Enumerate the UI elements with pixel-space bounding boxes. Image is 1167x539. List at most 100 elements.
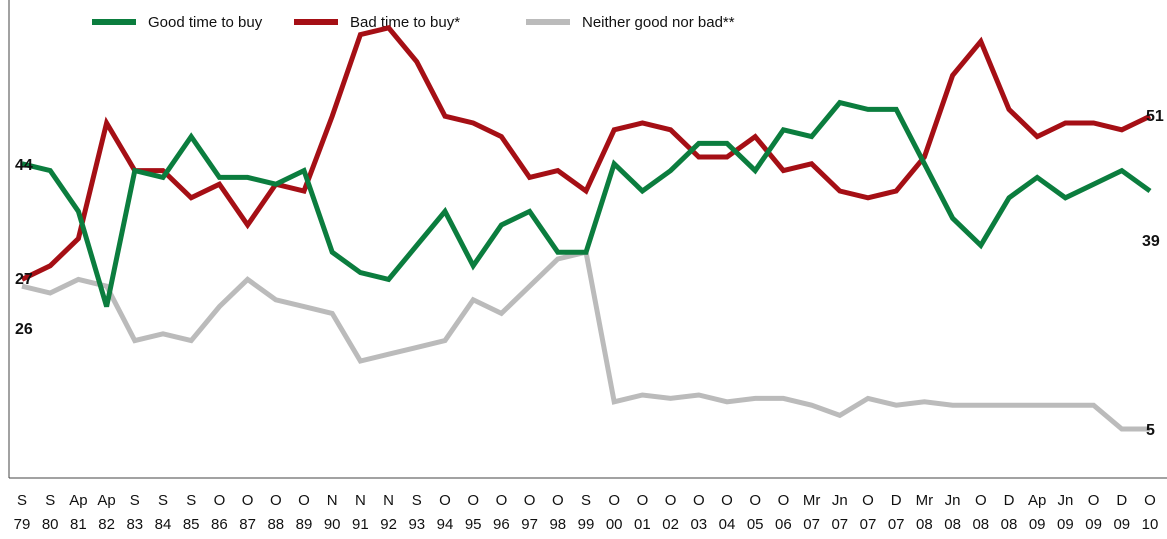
label-bad-end: 51 bbox=[1146, 108, 1164, 125]
x-tick-label-year: 02 bbox=[662, 516, 679, 533]
series-line-2 bbox=[21, 249, 1150, 432]
x-tick-label-year: 06 bbox=[775, 516, 792, 533]
x-tick-label-year: 97 bbox=[521, 516, 538, 533]
x-tick-label-month: O bbox=[862, 492, 874, 509]
x-tick-label-month: O bbox=[467, 492, 479, 509]
x-tick-label-month: S bbox=[45, 492, 55, 509]
series-line-1 bbox=[20, 25, 1152, 282]
x-tick-label-year: 07 bbox=[803, 516, 820, 533]
x-tick-label-year: 09 bbox=[1029, 516, 1046, 533]
x-tick-label-year: 99 bbox=[578, 516, 595, 533]
x-tick-label-month: D bbox=[1116, 492, 1127, 509]
x-tick-label-month: O bbox=[778, 492, 790, 509]
label-good-start: 44 bbox=[15, 157, 33, 174]
x-tick-label-month: N bbox=[383, 492, 394, 509]
x-tick-label-year: 07 bbox=[831, 516, 848, 533]
x-tick-label-month: O bbox=[242, 492, 254, 509]
x-tick-label-month: Mr bbox=[803, 492, 821, 509]
x-tick-label-year: 08 bbox=[1001, 516, 1018, 533]
x-tick-label-month: O bbox=[270, 492, 282, 509]
x-tick-label-year: 08 bbox=[944, 516, 961, 533]
x-tick-label-year: 80 bbox=[42, 516, 59, 533]
x-tick-label-month: S bbox=[17, 492, 27, 509]
legend-swatch-good bbox=[92, 19, 136, 25]
x-tick-label-month: O bbox=[665, 492, 677, 509]
x-tick-label-year: 00 bbox=[606, 516, 623, 533]
x-tick-label-year: 09 bbox=[1085, 516, 1102, 533]
x-tick-label-month: Jn bbox=[945, 492, 961, 509]
x-tick-label-year: 86 bbox=[211, 516, 228, 533]
x-tick-label-month: Jn bbox=[832, 492, 848, 509]
x-tick-label-month: Ap bbox=[1028, 492, 1046, 509]
legend-label-good: Good time to buy bbox=[148, 13, 263, 31]
x-tick-label-month: N bbox=[355, 492, 366, 509]
x-tick-label-year: 05 bbox=[747, 516, 764, 533]
x-tick-label-year: 04 bbox=[719, 516, 736, 533]
x-tick-label-month: O bbox=[214, 492, 226, 509]
x-tick-label-year: 91 bbox=[352, 516, 369, 533]
legend-swatch-bad bbox=[294, 19, 338, 25]
label-good-end: 39 bbox=[1142, 233, 1160, 250]
x-tick-label-month: S bbox=[412, 492, 422, 509]
x-tick-label-year: 95 bbox=[465, 516, 482, 533]
x-tick-label-month: O bbox=[721, 492, 733, 509]
x-tick-label-month: D bbox=[891, 492, 902, 509]
label-neither-end: 5 bbox=[1146, 422, 1155, 439]
x-tick-label-year: 93 bbox=[408, 516, 425, 533]
legend-neither: Neither good nor bad** bbox=[526, 12, 735, 32]
x-tick-label-month: S bbox=[186, 492, 196, 509]
x-tick-label-month: S bbox=[581, 492, 591, 509]
x-tick-label-month: O bbox=[1144, 492, 1156, 509]
x-tick-label-year: 08 bbox=[916, 516, 933, 533]
x-tick-label-year: 96 bbox=[493, 516, 510, 533]
x-tick-label-month: O bbox=[552, 492, 564, 509]
x-tick-label-year: 92 bbox=[380, 516, 397, 533]
x-tick-label-month: Ap bbox=[69, 492, 87, 509]
x-tick-label-month: O bbox=[496, 492, 508, 509]
x-tick-label-month: N bbox=[327, 492, 338, 509]
x-tick-label-year: 94 bbox=[437, 516, 454, 533]
x-tick-label-month: O bbox=[637, 492, 649, 509]
x-tick-label-month: O bbox=[439, 492, 451, 509]
legend-label-neither: Neither good nor bad** bbox=[582, 13, 735, 31]
x-tick-label-year: 85 bbox=[183, 516, 200, 533]
x-tick-label-year: 89 bbox=[296, 516, 313, 533]
x-tick-label-month: O bbox=[749, 492, 761, 509]
legend-bad: Bad time to buy* bbox=[294, 12, 460, 32]
x-tick-label-year: 88 bbox=[267, 516, 284, 533]
x-tick-label-year: 10 bbox=[1142, 516, 1159, 533]
x-tick-label-year: 98 bbox=[549, 516, 566, 533]
x-tick-label-month: O bbox=[693, 492, 705, 509]
x-tick-label-month: O bbox=[975, 492, 987, 509]
label-neither-start: 26 bbox=[15, 321, 33, 338]
x-tick-label-year: 84 bbox=[155, 516, 172, 533]
legend-label-bad: Bad time to buy* bbox=[350, 13, 461, 31]
x-tick-label-month: D bbox=[1004, 492, 1015, 509]
series-line-0 bbox=[21, 99, 1152, 308]
x-tick-label-month: S bbox=[158, 492, 168, 509]
x-tick-label-year: 03 bbox=[690, 516, 707, 533]
x-tick-label-year: 07 bbox=[860, 516, 877, 533]
x-tick-label-year: 81 bbox=[70, 516, 87, 533]
x-tick-label-month: O bbox=[298, 492, 310, 509]
legend-swatch-neither bbox=[526, 19, 570, 25]
legend-good: Good time to buy bbox=[92, 12, 262, 32]
x-tick-label-month: O bbox=[524, 492, 536, 509]
x-tick-label-year: 79 bbox=[14, 516, 31, 533]
x-tick-label-month: S bbox=[130, 492, 140, 509]
x-tick-label-month: Ap bbox=[97, 492, 115, 509]
x-tick-label-month: O bbox=[1088, 492, 1100, 509]
x-tick-label-year: 87 bbox=[239, 516, 256, 533]
x-tick-label-month: Mr bbox=[916, 492, 934, 509]
x-tick-label-year: 08 bbox=[972, 516, 989, 533]
label-bad-start: 27 bbox=[15, 271, 33, 288]
x-tick-label-year: 09 bbox=[1113, 516, 1130, 533]
x-tick-label-year: 82 bbox=[98, 516, 115, 533]
x-tick-label-year: 01 bbox=[634, 516, 651, 533]
x-tick-label-year: 90 bbox=[324, 516, 341, 533]
x-tick-label-month: Jn bbox=[1057, 492, 1073, 509]
x-tick-label-year: 09 bbox=[1057, 516, 1074, 533]
x-tick-label-year: 07 bbox=[888, 516, 905, 533]
x-tick-label-year: 83 bbox=[126, 516, 143, 533]
